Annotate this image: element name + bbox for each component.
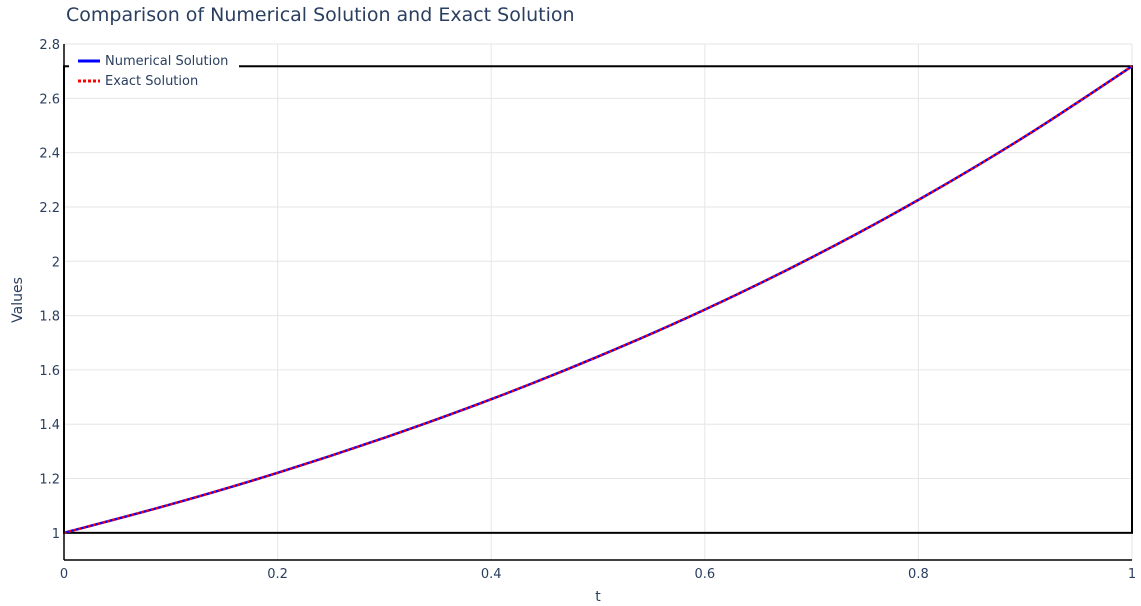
shape-layer	[63, 65, 1133, 534]
legend-background	[69, 50, 239, 92]
series-layer	[63, 65, 1133, 535]
x-tick-label: 0.4	[481, 567, 502, 582]
legend[interactable]: Numerical Solution Exact Solution	[69, 50, 239, 92]
legend-item-label[interactable]: Numerical Solution	[105, 54, 228, 69]
x-tick-label: 0	[60, 567, 68, 582]
axis-layer: 0 0.2 0.4 0.6 0.8 1 1 1.2 1.4 1.6 1.8 2 2.2 2.4 2.6 2.8	[39, 38, 1136, 582]
y-tick-label: 2.2	[39, 201, 60, 216]
x-axis-title: t	[595, 589, 601, 605]
series-line-numerical[interactable]	[63, 65, 1133, 535]
y-tick-label: 1.8	[39, 310, 60, 325]
bounding-rectangle	[63, 65, 1133, 534]
y-tick-label: 1.4	[39, 418, 60, 433]
y-tick-label: 2	[52, 255, 60, 270]
y-tick-label: 2.6	[39, 92, 60, 107]
grid-layer	[64, 43, 1133, 560]
y-tick-label: 2.4	[39, 147, 60, 162]
series-line-exact[interactable]	[63, 65, 1133, 535]
legend-item-label[interactable]: Exact Solution	[105, 74, 198, 89]
x-tick-label: 0.2	[267, 567, 288, 582]
x-tick-label: 0.8	[908, 567, 929, 582]
y-tick-label: 1.6	[39, 364, 60, 379]
y-tick-label: 2.8	[39, 38, 60, 53]
x-tick-label: 0.6	[694, 567, 715, 582]
y-tick-label: 1.2	[39, 473, 60, 488]
x-tick-label: 1	[1128, 567, 1136, 582]
y-tick-label: 1	[52, 527, 60, 542]
y-axis-title: Values	[10, 277, 26, 323]
chart-title: Comparison of Numerical Solution and Exa…	[66, 4, 575, 26]
